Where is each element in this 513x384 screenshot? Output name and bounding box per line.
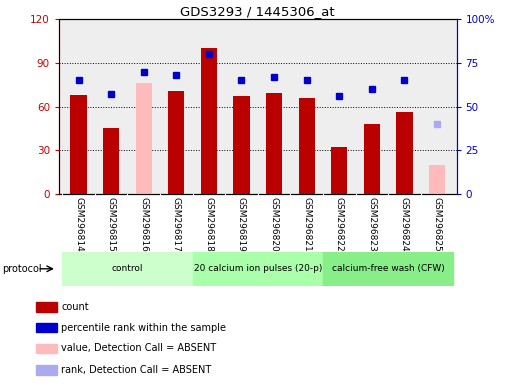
Bar <box>429 165 445 194</box>
Text: GSM296823: GSM296823 <box>367 197 377 252</box>
Bar <box>233 96 250 194</box>
Text: percentile rank within the sample: percentile rank within the sample <box>61 323 226 333</box>
Bar <box>192 252 323 285</box>
Bar <box>36 323 57 332</box>
Text: protocol: protocol <box>3 264 42 274</box>
Text: value, Detection Call = ABSENT: value, Detection Call = ABSENT <box>61 343 216 353</box>
Bar <box>168 91 185 194</box>
Text: count: count <box>61 302 89 312</box>
Bar <box>36 365 57 375</box>
Bar <box>201 48 217 194</box>
Text: calcium-free wash (CFW): calcium-free wash (CFW) <box>332 264 444 273</box>
Text: GSM296825: GSM296825 <box>432 197 442 252</box>
Text: GSM296821: GSM296821 <box>302 197 311 252</box>
Bar <box>396 113 412 194</box>
Text: rank, Detection Call = ABSENT: rank, Detection Call = ABSENT <box>61 365 211 375</box>
Text: GSM296815: GSM296815 <box>107 197 115 252</box>
Text: GSM296818: GSM296818 <box>204 197 213 252</box>
Bar <box>266 93 282 194</box>
Text: GSM296814: GSM296814 <box>74 197 83 252</box>
Bar <box>36 302 57 311</box>
Text: GSM296816: GSM296816 <box>139 197 148 252</box>
Text: GSM296819: GSM296819 <box>237 197 246 252</box>
Text: GSM296822: GSM296822 <box>335 197 344 252</box>
Bar <box>36 344 57 353</box>
Text: 20 calcium ion pulses (20-p): 20 calcium ion pulses (20-p) <box>193 264 322 273</box>
Bar <box>331 147 347 194</box>
Bar <box>62 252 192 285</box>
Text: GSM296817: GSM296817 <box>172 197 181 252</box>
Title: GDS3293 / 1445306_at: GDS3293 / 1445306_at <box>181 5 335 18</box>
Bar <box>135 83 152 194</box>
Bar <box>323 252 453 285</box>
Bar <box>103 128 120 194</box>
Text: GSM296820: GSM296820 <box>269 197 279 252</box>
Bar <box>70 95 87 194</box>
Bar <box>299 98 315 194</box>
Text: GSM296824: GSM296824 <box>400 197 409 252</box>
Bar <box>364 124 380 194</box>
Text: control: control <box>112 264 143 273</box>
